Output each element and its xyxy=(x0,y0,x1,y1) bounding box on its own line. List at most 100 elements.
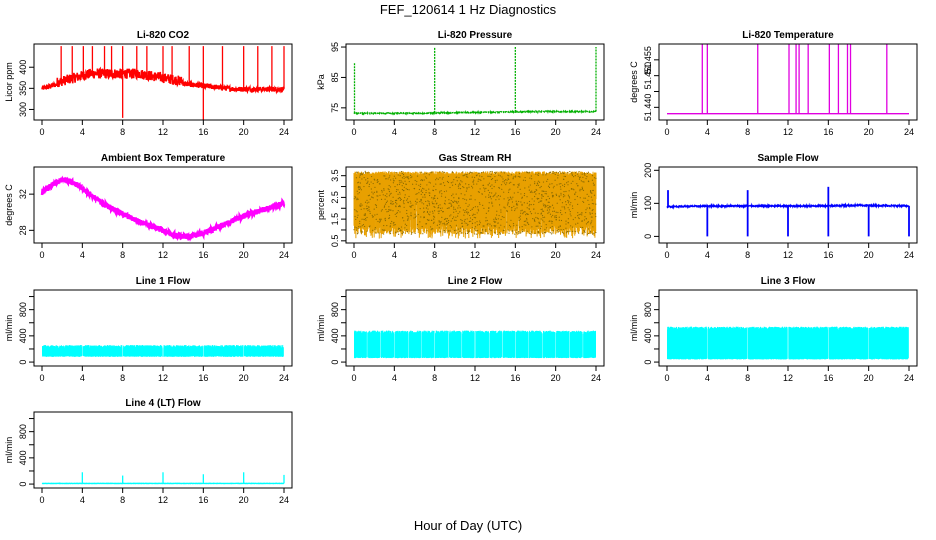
rh-point xyxy=(461,181,463,183)
rh-point xyxy=(504,207,506,209)
rh-point xyxy=(471,172,473,174)
rh-point xyxy=(402,173,405,176)
rh-point xyxy=(420,193,422,195)
rh-point xyxy=(538,197,540,200)
rh-point xyxy=(560,192,562,194)
rh-point xyxy=(554,173,556,176)
rh-point xyxy=(389,226,391,228)
rh-point xyxy=(537,184,540,186)
rh-point xyxy=(483,207,485,209)
rh-point xyxy=(406,215,409,217)
rh-point xyxy=(485,220,487,222)
rh-point xyxy=(378,218,381,220)
rh-point xyxy=(401,185,403,187)
rh-point xyxy=(491,192,493,194)
rh-point xyxy=(528,208,530,210)
rh-point xyxy=(592,233,594,235)
rh-point xyxy=(542,232,544,234)
rh-point xyxy=(428,192,430,194)
rh-point xyxy=(559,186,562,188)
rh-point xyxy=(357,187,359,189)
rh-point xyxy=(593,184,596,186)
rh-point xyxy=(499,233,501,235)
rh-point xyxy=(551,233,553,235)
rh-point xyxy=(358,226,360,228)
rh-point xyxy=(540,212,542,214)
rh-point xyxy=(455,229,457,231)
rh-point xyxy=(507,201,509,203)
rh-point xyxy=(467,213,469,215)
rh-point xyxy=(477,206,479,208)
rh-point xyxy=(474,222,476,224)
rh-point xyxy=(554,216,556,219)
rh-point xyxy=(524,176,526,179)
rh-point xyxy=(394,224,396,226)
rh-point xyxy=(548,172,551,174)
rh-point xyxy=(494,172,497,175)
rh-point xyxy=(577,203,579,205)
rh-point xyxy=(589,207,591,209)
rh-point xyxy=(551,232,553,234)
rh-point xyxy=(520,201,522,203)
rh-point xyxy=(376,179,379,181)
rh-point xyxy=(581,187,584,190)
rh-point xyxy=(356,199,358,201)
rh-point xyxy=(471,219,474,221)
rh-point xyxy=(464,211,466,213)
rh-point xyxy=(493,218,495,220)
rh-point xyxy=(406,188,409,191)
rh-point xyxy=(428,194,431,197)
rh-point xyxy=(492,205,494,207)
ambient-series-line xyxy=(40,175,286,242)
rh-point xyxy=(367,182,369,184)
rh-point xyxy=(425,200,427,203)
rh-point xyxy=(587,228,590,230)
rh-point xyxy=(529,203,531,205)
rh-point xyxy=(370,188,372,190)
x-tick-label: 0 xyxy=(351,127,356,137)
rh-point xyxy=(370,181,372,183)
rh-point xyxy=(453,197,455,199)
rh-point xyxy=(500,184,503,186)
rh-point xyxy=(436,197,439,199)
x-tick-label: 20 xyxy=(864,250,874,260)
rh-point xyxy=(397,233,400,235)
rh-point xyxy=(445,220,448,222)
y-tick-label: 51.450 xyxy=(643,62,653,90)
rh-point xyxy=(433,185,435,187)
rh-point xyxy=(449,230,451,232)
rh-point xyxy=(550,220,552,222)
rh-point xyxy=(368,201,370,203)
rh-point xyxy=(506,209,508,212)
rh-point xyxy=(549,213,552,215)
rh-point xyxy=(423,217,425,219)
rh-point xyxy=(473,183,475,185)
rh-point xyxy=(397,198,399,200)
rh-point xyxy=(511,201,514,203)
rh-point xyxy=(431,171,433,173)
rh-point xyxy=(537,230,539,233)
plot-frame xyxy=(345,43,605,121)
rh-point xyxy=(425,189,427,191)
rh-point xyxy=(555,215,557,217)
rh-point xyxy=(423,207,425,209)
rh-point xyxy=(555,219,557,221)
rh-point xyxy=(543,231,546,233)
rh-point xyxy=(528,200,531,203)
rh-point xyxy=(423,173,425,175)
rh-point xyxy=(472,207,475,209)
rh-point xyxy=(576,173,579,175)
rh-point xyxy=(468,204,470,206)
rh-point xyxy=(437,178,439,180)
rh-point xyxy=(491,170,493,173)
rh-point xyxy=(460,218,462,221)
rh-point xyxy=(397,228,400,230)
rh-point xyxy=(488,207,490,209)
rh-point xyxy=(389,209,391,211)
rh-point xyxy=(374,186,376,188)
rh-point xyxy=(380,219,382,221)
rh-point xyxy=(474,233,476,235)
rh-point xyxy=(459,188,462,190)
rh-point xyxy=(443,222,445,224)
rh-point xyxy=(523,192,526,195)
